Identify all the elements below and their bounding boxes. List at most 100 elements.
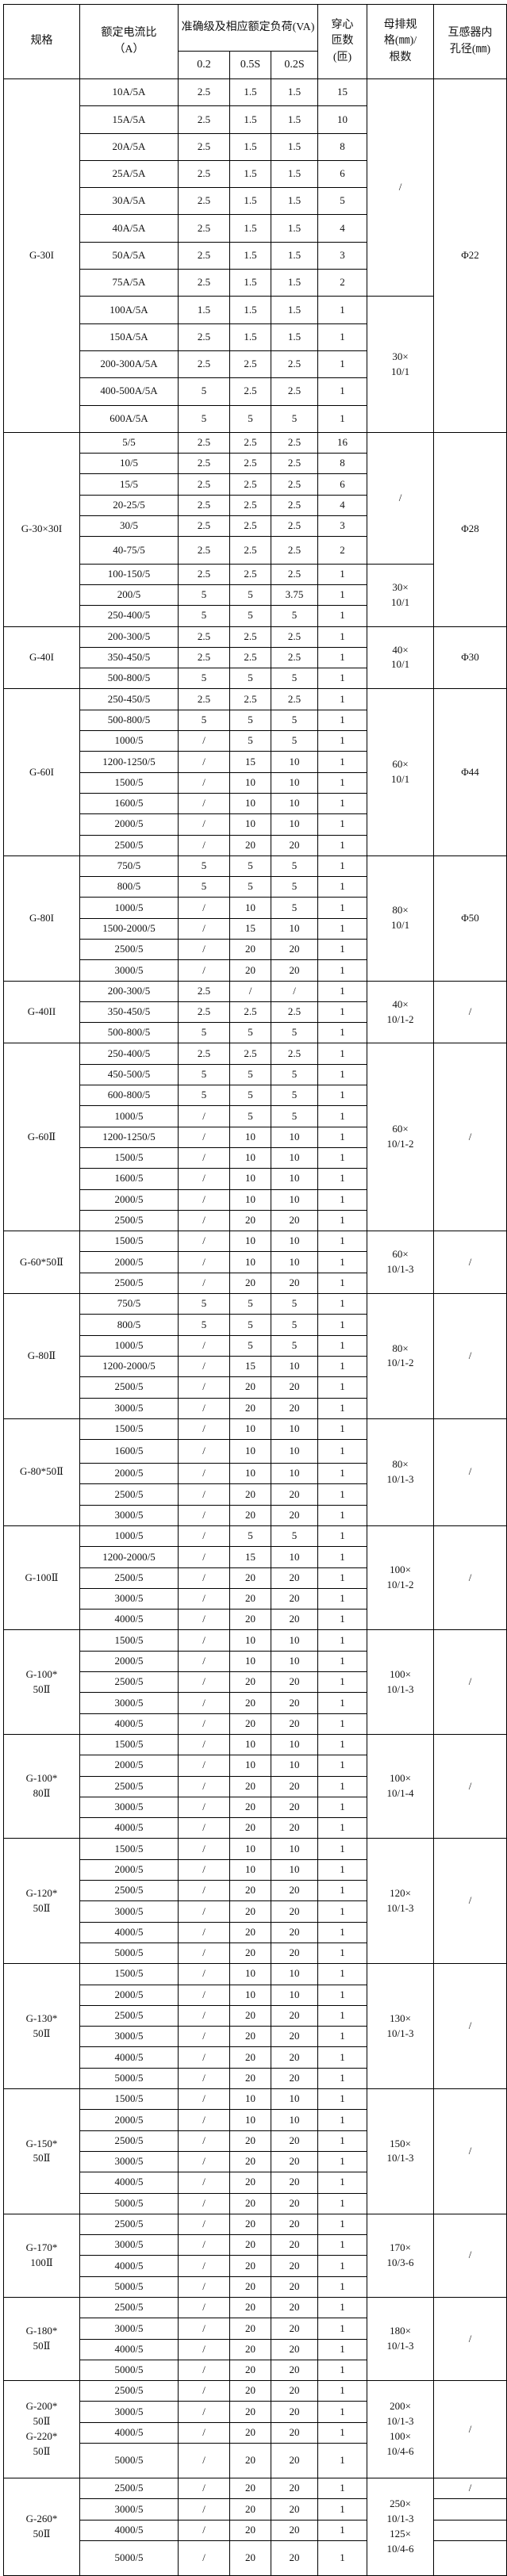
table-row: 2000/5/10 10 1 [4,1188,507,1211]
turns-cell: 1 [317,646,368,669]
class-0.5s-cell: 1.5 [229,187,271,216]
table-row: 40-75/5 2.5 2.5 2.5 2 [4,536,507,565]
class-0.5s-cell: 5 [229,404,271,433]
class-0.5s-cell: 20 [229,2380,271,2402]
class-0.5s-cell: 20 [229,2026,271,2048]
ratio-cell: 5/5 [79,431,179,454]
busbar-cell: 40× 10/1-2 [367,980,435,1044]
class-0.2-cell: 5 [178,855,230,878]
class-0.5s-cell: 20 [229,1671,271,1694]
ratio-cell: 50A/5A [79,241,179,270]
class-0.5s-cell: 20 [229,2004,271,2027]
class-0.2s-cell: 10 [270,2088,319,2111]
class-0.2-cell: 2.5 [178,323,230,351]
class-0.2s-cell: 20 [270,2519,319,2541]
ratio-cell: 1500/5 [79,1838,179,1860]
class-0.2s-cell: 20 [270,2026,319,2048]
model-cell: G-80Ⅱ [3,1293,80,1419]
class-0.2s-cell: 1.5 [270,187,319,216]
turns-cell: 1 [317,1650,368,1673]
ratio-cell: 1500/5 [79,1231,179,1253]
bore-cell: Φ50 [433,855,507,982]
class-0.5s-cell: 20 [229,2359,271,2382]
class-0.2s-cell: 10 [270,1188,319,1211]
turns-cell: 1 [317,2088,368,2111]
turns-cell: 1 [317,2046,368,2069]
ratio-cell: 3000/5 [79,1397,179,1419]
table-row: 2500/5/20 20 1 [4,2130,507,2152]
ratio-cell: 1600/5 [79,792,179,815]
class-0.2s-cell: 20 [270,1880,319,1902]
turns-cell: 1 [317,1168,368,1190]
ratio-cell: 15A/5A [79,105,179,134]
ratio-cell: 4000/5 [79,1713,179,1735]
class-0.5s-cell: 20 [229,2172,271,2194]
turns-cell: 1 [317,688,368,710]
class-0.2-cell: / [178,751,230,773]
turns-cell: 1 [317,1126,368,1148]
class-0.2s-cell: 5 [270,730,319,752]
turns-cell: 1 [317,1022,368,1044]
class-0.2-cell: / [178,771,230,794]
table-body: G-30I 10A/5A 2.5 1.5 1.5 15/Φ22 15A/5A 2.5 1.5 1.… [3,78,507,2576]
turns-cell: 1 [317,1858,368,1881]
busbar-cell: 60× 10/1-3 [367,1231,435,1295]
class-0.5s-cell: 20 [229,2498,271,2520]
turns-cell: 10 [317,105,368,134]
turns-cell: 1 [317,1984,368,2006]
class-0.2s-cell: 2.5 [270,626,319,648]
class-0.2-cell: / [178,1168,230,1190]
class-0.5s-cell: 20 [229,1921,271,1943]
table-row: 4000/5/20 20 1 [4,2172,507,2194]
busbar-cell: 100× 10/1-2 [367,1525,435,1631]
class-0.5s-cell: 20 [229,2067,271,2090]
ratio-cell: 75A/5A [79,269,179,297]
table-row: 1200-2000/5/15 10 1 [4,1546,507,1568]
class-0.5s-cell: 2.5 [229,1001,271,1024]
class-0.2-cell: 5 [178,709,230,732]
busbar-cell: 100× 10/1-3 [367,1629,435,1735]
class-0.5s-cell: 1.5 [229,159,271,189]
class-0.5s-cell: 1.5 [229,269,271,297]
class-0.2-cell: / [178,2172,230,2194]
ratio-cell: 3000/5 [79,1587,179,1610]
class-0.5s-cell: / [229,980,271,1002]
class-0.5s-cell: 20 [229,1483,271,1506]
ratio-cell: 1500-2000/5 [79,917,179,940]
class-0.2s-cell: 20 [270,1692,319,1714]
bore-cell: / [433,1963,507,2090]
ratio-cell: 2000/5 [79,1650,179,1673]
ratio-cell: 1200-1250/5 [79,1126,179,1148]
class-0.2-cell: 2.5 [178,515,230,538]
table-row: 1600/5/10 10 1 [4,1168,507,1190]
busbar-cell: 120× 10/1-3 [367,1838,435,1965]
ratio-cell: 20A/5A [79,132,179,161]
class-0.5s-cell: 1.5 [229,105,271,134]
class-0.5s-cell: 10 [229,1629,271,1652]
turns-cell: 1 [317,2213,368,2236]
ratio-cell: 1500/5 [79,2088,179,2111]
class-0.2s-cell: 2.5 [270,350,319,379]
ratio-cell: 3000/5 [79,1900,179,1923]
table-row: G-100* 80Ⅱ 1500/5/10 10 1 100× 10/1-4/ [3,1733,507,1839]
turns-cell: 6 [317,159,368,189]
turns-cell: 1 [317,404,368,433]
ratio-cell: 1000/5 [79,897,179,919]
class-0.5s-cell: 20 [229,2192,271,2214]
table-row: 3000/5/20 20 1 [4,1397,507,1419]
turns-cell: 1 [317,605,368,627]
class-0.2s-cell: 10 [270,771,319,794]
bore-cell [433,2519,507,2541]
table-row: 15A/5A 2.5 1.5 1.5 10 [4,105,507,134]
class-0.2s-cell: 5 [270,1022,319,1044]
header-class-0.2: 0.2 [178,51,230,79]
class-0.2-cell: / [178,1775,230,1797]
class-0.5s-cell: 20 [229,1587,271,1610]
ratio-cell: 1600/5 [79,1168,179,1190]
class-0.2-cell: / [178,2478,230,2500]
ratio-cell: 5000/5 [79,2443,179,2479]
header-turns: 穿心 匝数 (匝) [317,4,368,79]
class-0.2s-cell: 10 [270,1439,319,1464]
class-0.2s-cell: 5 [270,404,319,433]
turns-cell: 1 [317,2192,368,2214]
